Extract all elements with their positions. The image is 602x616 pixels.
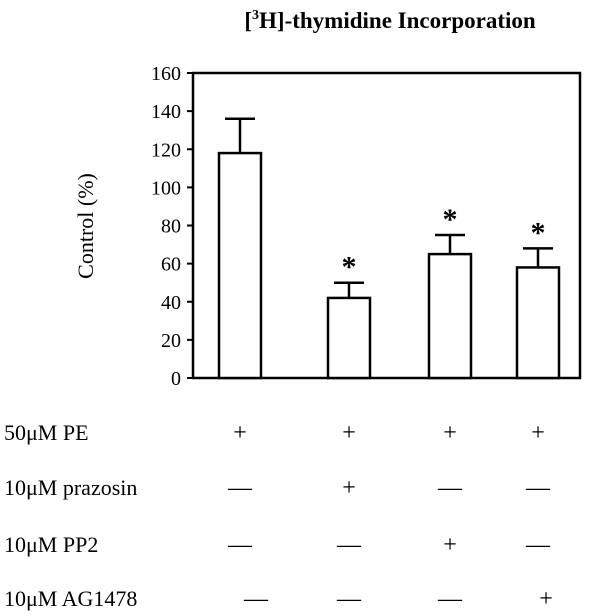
y-tick-label: 0 — [171, 368, 181, 390]
y-tick-label: 140 — [151, 101, 181, 123]
treatment-mark: — — [437, 586, 463, 612]
y-tick-label: 120 — [151, 139, 181, 161]
treatment-mark: — — [227, 532, 253, 558]
treatment-mark: + — [342, 475, 356, 501]
treatment-mark: — — [336, 532, 362, 558]
significance-marker: * — [342, 251, 357, 284]
treatment-label: 50μM PE — [4, 420, 89, 445]
treatment-label: 10μM PP2 — [4, 532, 98, 557]
bar — [217, 151, 263, 380]
treatment-label: 10μM prazosin — [4, 475, 137, 500]
y-tick-label: 40 — [161, 292, 181, 314]
treatment-mark: + — [443, 420, 457, 446]
y-axis-label: Control (%) — [73, 173, 98, 279]
treatment-mark: + — [342, 420, 356, 446]
significance-marker: * — [531, 216, 546, 249]
treatment-mark: + — [539, 586, 553, 612]
treatment-mark: — — [437, 475, 463, 501]
treatment-mark: + — [233, 420, 247, 446]
chart-title: [3H]-thymidine Incorporation — [244, 8, 536, 33]
chart-title-element: H] — [259, 8, 285, 33]
bar — [515, 266, 561, 380]
treatment-mark: — — [227, 475, 253, 501]
treatment-mark: — — [525, 475, 551, 501]
significance-marker: * — [443, 203, 458, 236]
treatment-table: 50μM PE + + + +10μM prazosin — + — — 10μM PP2 — — + —… — [4, 420, 553, 612]
chart-title-text: -thymidine Incorporation — [285, 8, 536, 33]
bar — [326, 296, 372, 380]
bar — [427, 252, 473, 380]
treatment-mark: — — [243, 586, 269, 612]
chart-title-superscript: 3 — [252, 8, 259, 23]
y-tick-label: 60 — [161, 254, 181, 276]
treatment-mark: — — [336, 586, 362, 612]
y-tick-label: 100 — [151, 177, 181, 199]
treatment-mark: + — [443, 532, 457, 558]
y-tick-label: 80 — [161, 216, 181, 238]
y-tick-label: 20 — [161, 330, 181, 352]
treatment-mark: + — [531, 420, 545, 446]
bars: * * * — [217, 117, 561, 380]
chart-title-prefix: [ — [244, 8, 252, 33]
y-tick-label: 160 — [151, 63, 181, 85]
treatment-label: 10μM AG1478 — [4, 586, 137, 611]
treatment-mark: — — [525, 532, 551, 558]
axes: 0 20 40 60 80 100 120 140 160 — [151, 63, 582, 390]
